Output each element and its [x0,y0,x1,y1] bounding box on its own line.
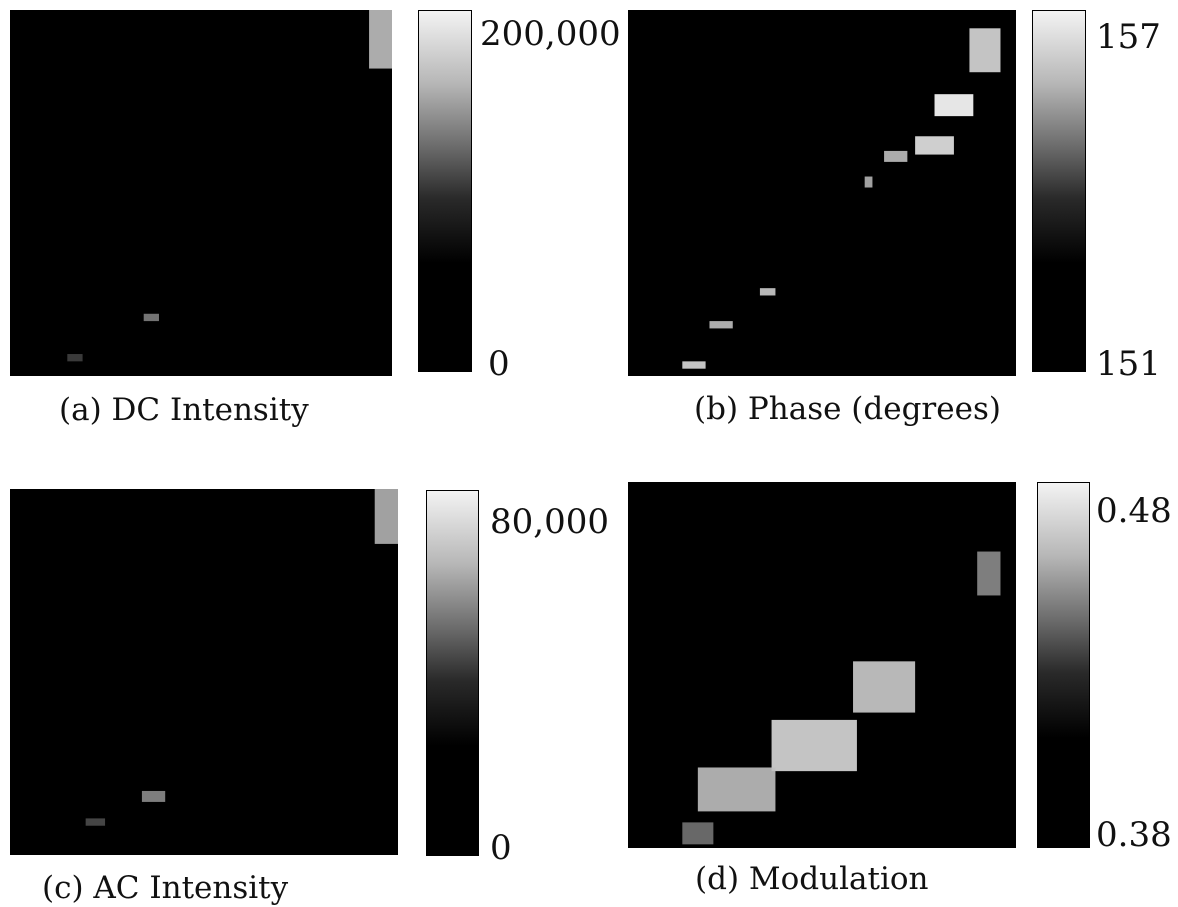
heatmap-modulation-plot [682,551,1001,845]
heatmap-modulation [628,482,1016,848]
colorbar-ac-intensity [426,490,479,856]
heatmap-hotspot-4 [682,822,714,845]
panel-title: (a) DC Intensity [59,392,309,428]
panel-title: (c) AC Intensity [42,870,289,906]
heatmap-hotspot-0 [969,28,1001,73]
heatmap-phase [628,10,1016,376]
colorbar-modulation [1037,482,1090,848]
heatmap-hotspot-2 [771,719,857,772]
heatmap-hotspot-1 [853,661,916,713]
colorbar-max-label: 157 [1096,17,1161,57]
colorbar-min-label: 0.38 [1096,815,1172,855]
colorbar-min-label: 0 [488,344,510,384]
heatmap-hotspot-6 [709,321,733,329]
heatmap-hotspot-3 [884,150,908,162]
heatmap-hotspot-3 [697,767,776,812]
heatmap-ac-intensity [10,489,398,855]
heatmap-hotspot-4 [864,176,873,188]
heatmap-hotspot-5 [759,288,776,296]
colorbar-phase [1032,10,1086,372]
colorbar-max-label: 0.48 [1096,491,1172,531]
heatmap-hotspot-0 [977,551,1001,596]
colorbar-min-label: 151 [1096,344,1161,384]
heatmap-hotspot-2 [67,354,83,362]
heatmap-ac-intensity-plot [85,489,398,826]
panel-title: (b) Phase (degrees) [694,391,1001,427]
heatmap-dc-intensity [10,10,392,376]
heatmap-hotspot-0 [374,489,398,544]
heatmap-dc-intensity-plot [67,10,392,362]
heatmap-hotspot-2 [915,136,954,155]
heatmap-hotspot-1 [934,94,974,117]
heatmap-hotspot-1 [141,790,166,802]
colorbar-max-label: 200,000 [480,14,621,54]
heatmap-phase-plot [682,28,1001,369]
colorbar-min-label: 0 [490,828,512,868]
heatmap-hotspot-7 [682,361,706,369]
heatmap-hotspot-2 [85,818,106,826]
heatmap-hotspot-1 [143,313,159,322]
colorbar-max-label: 80,000 [490,502,609,542]
colorbar-dc-intensity [418,10,472,372]
panel-title: (d) Modulation [695,861,929,897]
heatmap-hotspot-0 [369,10,392,69]
